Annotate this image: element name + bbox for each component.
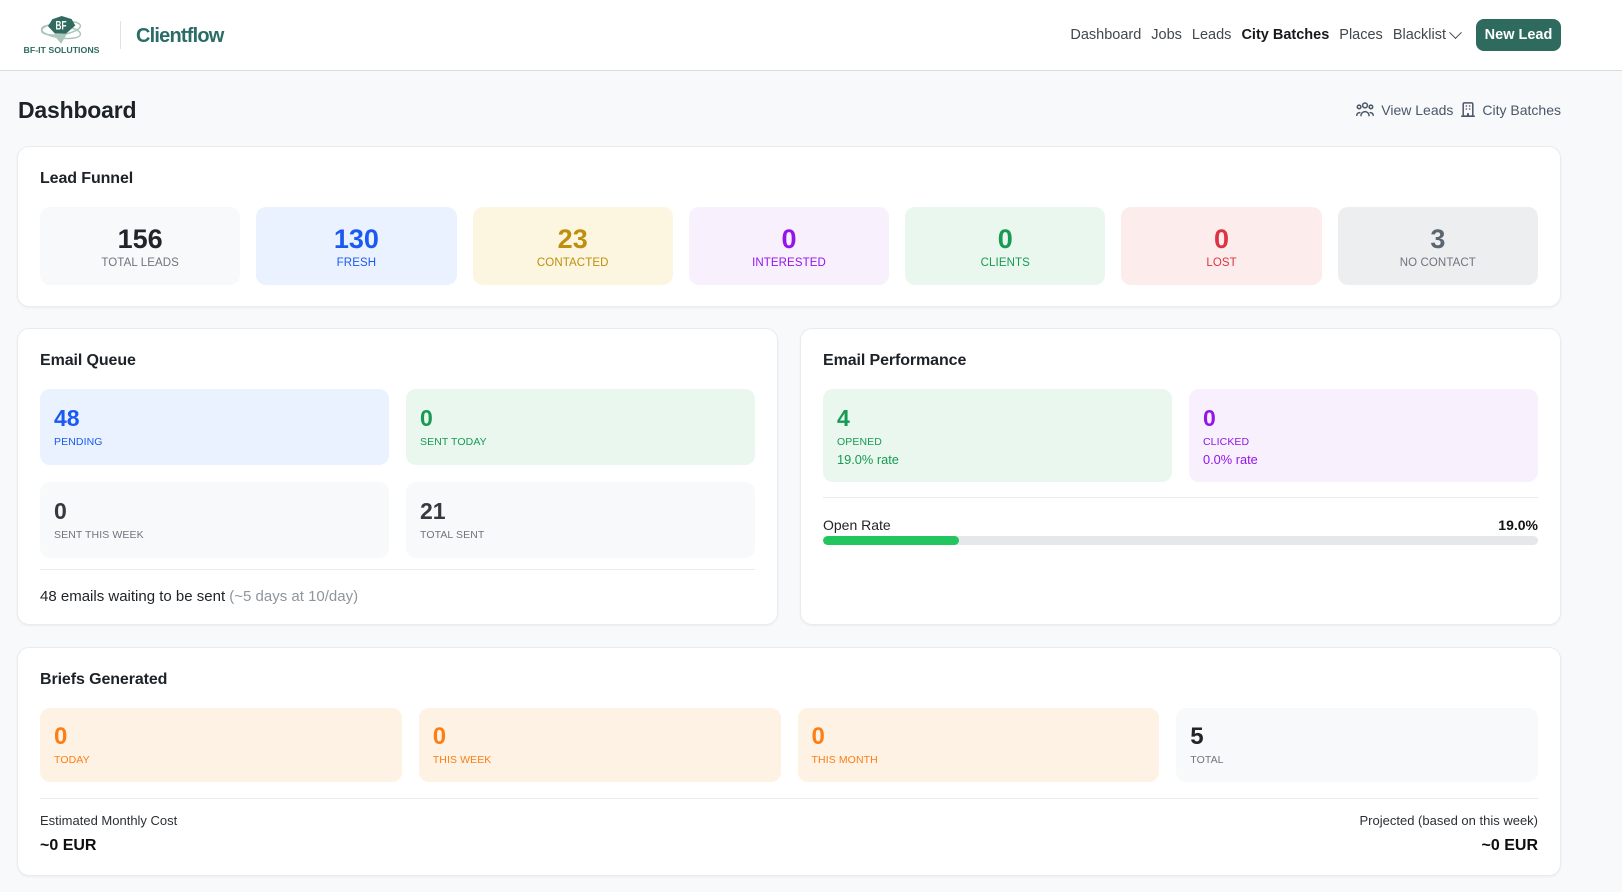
svg-text:BF-IT SOLUTIONS: BF-IT SOLUTIONS [24, 45, 101, 54]
svg-text:BF: BF [56, 18, 67, 32]
